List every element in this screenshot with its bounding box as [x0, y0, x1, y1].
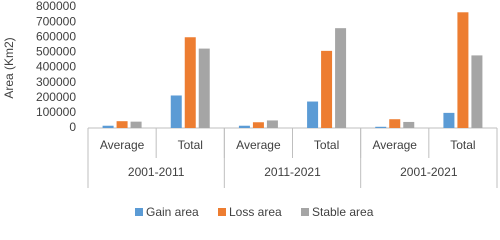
bar: [238, 125, 250, 128]
bar: [335, 28, 347, 128]
legend-label: Gain area: [146, 205, 199, 219]
bar: [457, 12, 469, 129]
bar: [321, 50, 333, 128]
legend-swatch: [135, 208, 143, 216]
bar: [116, 121, 128, 128]
bar: [170, 95, 182, 128]
bar: [389, 119, 401, 128]
legend-label: Stable area: [312, 205, 374, 219]
bar: [252, 122, 264, 128]
y-tick-label: 800000: [36, 0, 76, 13]
y-tick-label: 100000: [36, 105, 76, 119]
bar: [102, 125, 114, 128]
y-tick-label: 300000: [36, 75, 76, 89]
group-label: 2001-2011: [128, 165, 185, 179]
y-tick-label: 500000: [36, 45, 76, 59]
bar: [471, 55, 483, 128]
bar: [184, 37, 196, 128]
page: {"chart_data": {"type": "bar", "y_label"…: [2, 0, 498, 220]
y-tick-label: 0: [69, 120, 76, 134]
x-tick-label: Total: [178, 138, 203, 152]
bar: [443, 112, 455, 128]
x-tick-label: Total: [314, 138, 339, 152]
bar: [198, 48, 210, 128]
legend-swatch: [301, 208, 309, 216]
chart: Area (Km2) 01000002000003000004000005000…: [2, 0, 498, 219]
x-tick-label: Average: [373, 138, 418, 152]
y-tick-label: 700000: [36, 14, 76, 28]
legend-swatch: [218, 208, 226, 216]
bar: [403, 121, 415, 128]
bar: [375, 126, 387, 128]
group-label: 2011-2021: [264, 165, 321, 179]
x-tick-label: Average: [100, 138, 145, 152]
bar: [130, 121, 142, 128]
bar: [307, 101, 319, 128]
y-axis-label: Area (Km2): [2, 37, 16, 98]
y-tick-label: 400000: [36, 60, 76, 74]
y-tick-label: 600000: [36, 29, 76, 43]
x-tick-label: Average: [236, 138, 281, 152]
y-tick-label: 200000: [36, 90, 76, 104]
x-tick-label: Total: [450, 138, 475, 152]
bar: [266, 120, 278, 128]
group-label: 2001-2021: [400, 165, 458, 179]
legend-label: Loss area: [229, 205, 282, 219]
